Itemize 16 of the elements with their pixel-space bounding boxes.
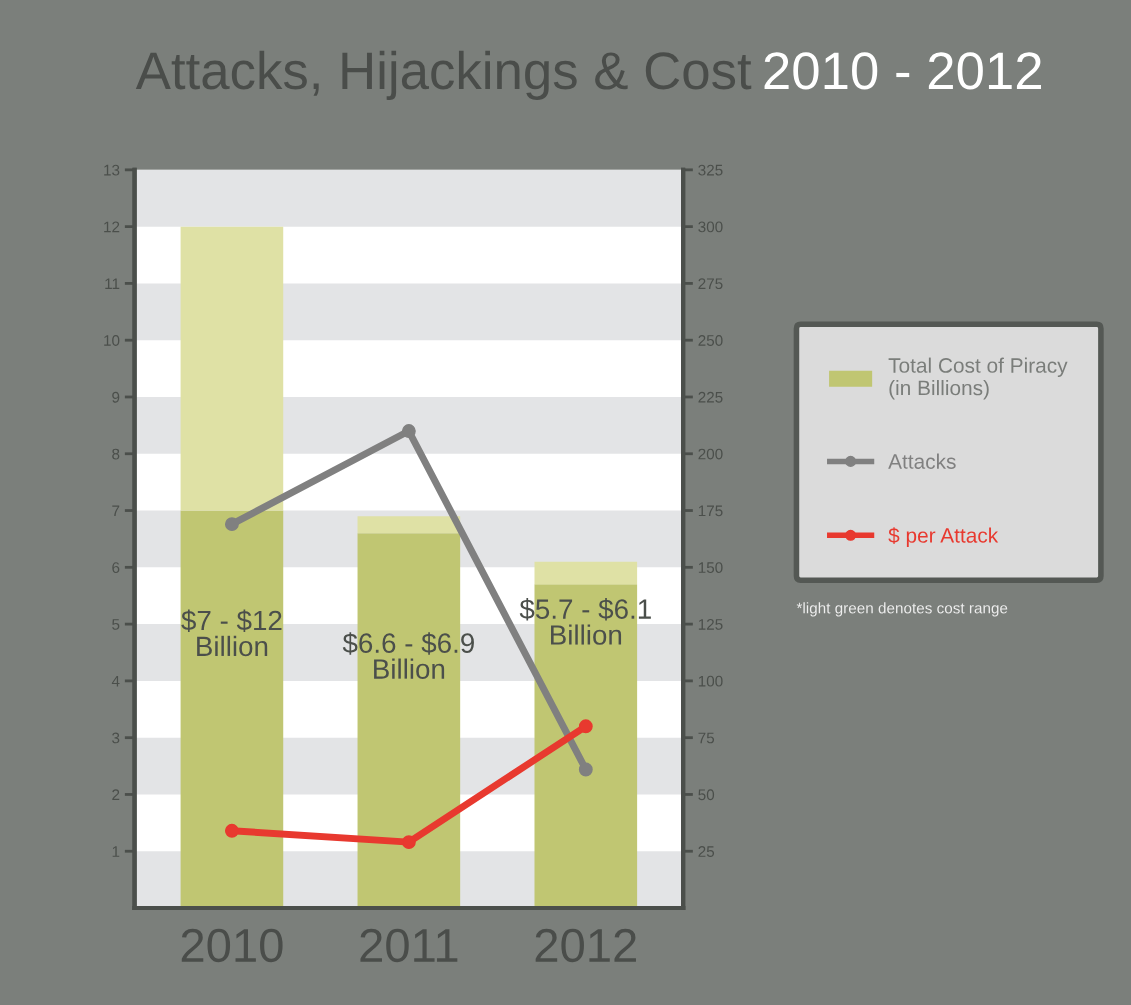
- bar: [357, 516, 461, 534]
- point: [224, 823, 239, 838]
- legend-label: Attacks: [888, 453, 956, 469]
- point: [401, 835, 416, 850]
- text: *light green denotes cost range: [796, 602, 1008, 617]
- bar: [180, 226, 284, 511]
- legend-label: Total Cost of Piracy (in Billions): [888, 357, 1068, 400]
- point: [578, 719, 593, 734]
- point: [578, 762, 593, 777]
- bar: [180, 510, 284, 909]
- data-label: $7 - $12 Billion: [181, 609, 282, 657]
- point: [224, 517, 239, 532]
- point: [401, 424, 416, 438]
- bar: [534, 561, 638, 585]
- legend-label: $ per Attack: [888, 527, 999, 547]
- text: 2010 - 2012: [764, 52, 1041, 90]
